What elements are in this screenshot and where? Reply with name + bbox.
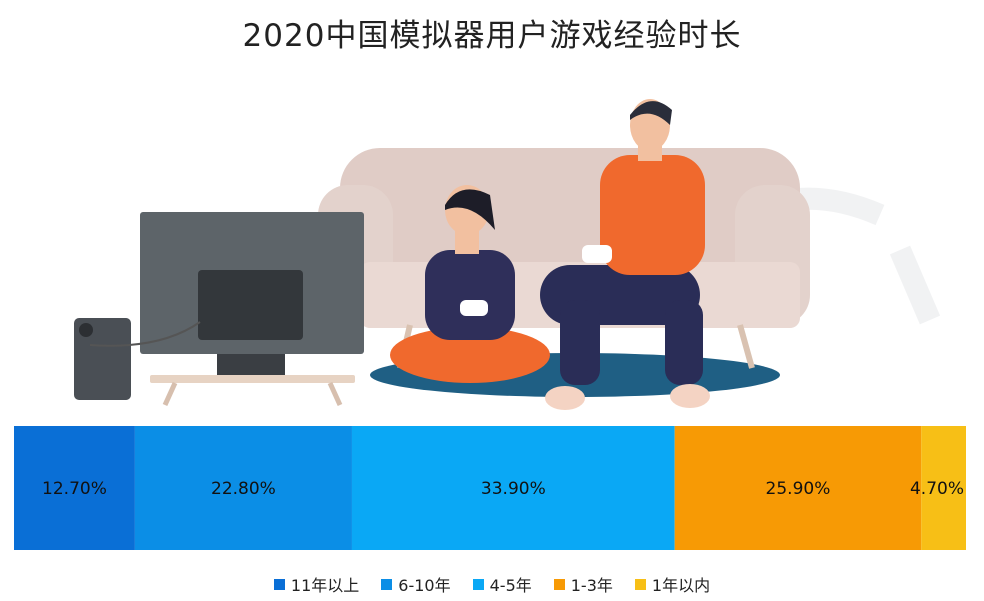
legend-label: 11年以上 (290, 576, 360, 595)
legend-item-3: 4-5年 (472, 572, 532, 596)
bar-segment-1 (14, 426, 135, 550)
bar-segment-3 (351, 426, 675, 550)
stacked-bar-chart: 12.70% 22.80% 33.90% 25.90% 4.70% (14, 426, 966, 550)
legend: 11年以上 6-10年 4-5年 1-3年 1年以内 (0, 572, 984, 596)
legend-swatch (472, 578, 484, 590)
legend-swatch (634, 578, 646, 590)
legend-swatch (273, 578, 285, 590)
legend-item-1: 11年以上 (273, 572, 360, 596)
bar-segment-5 (921, 426, 966, 550)
legend-label: 1年以内 (651, 576, 711, 595)
bar-segment-label-3: 33.90% (481, 479, 546, 499)
legend-swatch (381, 578, 393, 590)
bar-segment-label-5: 4.70% (910, 479, 964, 499)
bar-segment-2 (134, 426, 352, 550)
bar-segment-label-1: 12.70% (42, 479, 107, 499)
chart-title: 2020中国模拟器用户游戏经验时长 (242, 18, 742, 54)
bar-segment-label-4: 25.90% (766, 479, 831, 499)
legend-label: 1-3年 (570, 576, 613, 595)
legend-swatch (553, 578, 565, 590)
legend-label: 6-10年 (398, 576, 451, 595)
legend-item-2: 6-10年 (381, 572, 451, 596)
gaming-illustration (74, 99, 941, 410)
legend-item-5: 1年以内 (634, 572, 711, 596)
bar-segment-label-2: 22.80% (211, 479, 276, 499)
legend-item-4: 1-3年 (553, 572, 613, 596)
bar-segment-4 (674, 426, 922, 550)
legend-label: 4-5年 (489, 576, 532, 595)
